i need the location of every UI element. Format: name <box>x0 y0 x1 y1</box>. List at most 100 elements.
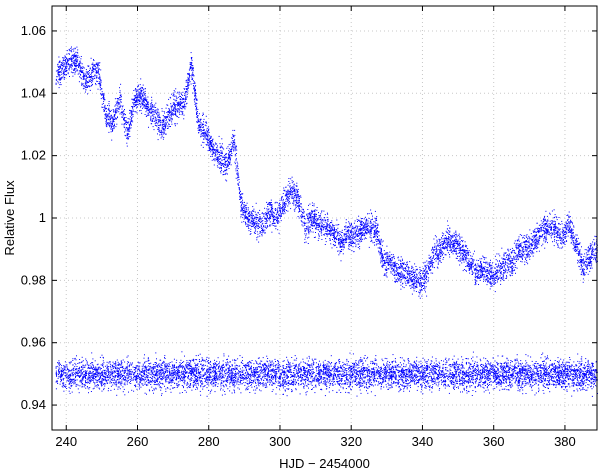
data-point <box>583 258 584 260</box>
data-point <box>182 105 184 107</box>
data-point <box>92 66 94 68</box>
data-point <box>169 108 170 110</box>
data-point <box>234 129 236 131</box>
data-point <box>511 258 513 259</box>
data-point <box>332 223 334 225</box>
data-point <box>373 221 375 223</box>
data-point <box>68 53 70 54</box>
data-point <box>432 252 434 254</box>
data-point <box>228 144 230 146</box>
data-point <box>261 217 263 219</box>
data-point <box>594 258 596 259</box>
data-point <box>124 127 126 129</box>
data-point <box>536 231 537 233</box>
data-point <box>177 103 179 105</box>
data-point <box>576 246 578 248</box>
data-point <box>286 193 288 195</box>
data-point <box>266 208 268 210</box>
data-point <box>194 82 195 84</box>
data-point <box>421 286 423 287</box>
data-point <box>101 103 103 105</box>
data-point <box>69 58 70 59</box>
data-point <box>388 261 390 263</box>
data-point <box>381 265 383 267</box>
data-point <box>260 219 262 221</box>
data-point <box>282 207 284 209</box>
data-point <box>590 246 592 248</box>
data-point <box>511 267 513 269</box>
data-point <box>290 178 292 180</box>
data-point <box>79 73 81 75</box>
data-point <box>332 235 334 236</box>
data-point <box>567 224 569 226</box>
data-point <box>372 226 374 228</box>
data-point <box>75 66 77 68</box>
data-point <box>438 241 440 243</box>
data-point <box>65 65 67 67</box>
data-point <box>397 277 399 279</box>
data-point <box>468 265 470 267</box>
data-point <box>210 155 212 157</box>
data-point <box>234 161 236 163</box>
data-point <box>403 263 405 264</box>
data-point <box>310 221 312 223</box>
data-point <box>318 233 319 235</box>
data-point <box>135 102 136 104</box>
data-point <box>588 256 590 258</box>
data-point <box>187 90 189 92</box>
data-point <box>592 254 594 256</box>
data-point <box>564 231 565 233</box>
data-point <box>533 252 535 254</box>
data-point <box>327 226 329 228</box>
data-point <box>486 279 488 281</box>
data-point <box>356 219 358 221</box>
data-point <box>154 119 156 121</box>
data-point <box>338 240 339 242</box>
data-point <box>241 210 243 212</box>
data-point <box>548 231 550 233</box>
data-point <box>301 221 303 223</box>
data-point <box>322 225 323 227</box>
data-point <box>298 201 300 203</box>
data-point <box>217 162 219 164</box>
data-point <box>393 258 395 260</box>
data-point <box>217 149 219 151</box>
data-point <box>367 222 369 224</box>
data-point <box>448 238 450 240</box>
data-point <box>462 253 464 255</box>
data-point <box>211 155 213 157</box>
data-point <box>119 87 120 89</box>
data-point <box>553 209 555 211</box>
data-point <box>370 226 372 228</box>
data-point <box>585 272 587 274</box>
data-point <box>75 63 77 65</box>
data-point <box>478 276 480 278</box>
data-point <box>337 234 339 236</box>
data-point <box>109 115 111 117</box>
data-point <box>581 271 583 273</box>
data-point <box>464 255 466 257</box>
data-point <box>303 210 305 212</box>
data-point <box>549 234 551 236</box>
data-point <box>412 276 413 278</box>
data-point <box>103 100 105 102</box>
data-point <box>405 264 407 265</box>
data-point <box>387 261 389 263</box>
data-point <box>287 210 289 212</box>
data-point <box>349 237 351 239</box>
data-point <box>266 215 268 217</box>
data-point <box>419 277 421 279</box>
data-point <box>285 195 287 197</box>
data-point <box>192 78 194 80</box>
data-point <box>371 213 373 215</box>
data-point <box>195 91 196 93</box>
data-point <box>456 234 458 236</box>
data-point <box>383 250 385 252</box>
data-point <box>459 248 461 250</box>
data-point <box>252 222 254 224</box>
data-point <box>504 272 506 274</box>
data-point <box>370 228 372 230</box>
data-point <box>326 225 328 227</box>
data-point <box>397 281 398 283</box>
data-point <box>411 266 413 268</box>
